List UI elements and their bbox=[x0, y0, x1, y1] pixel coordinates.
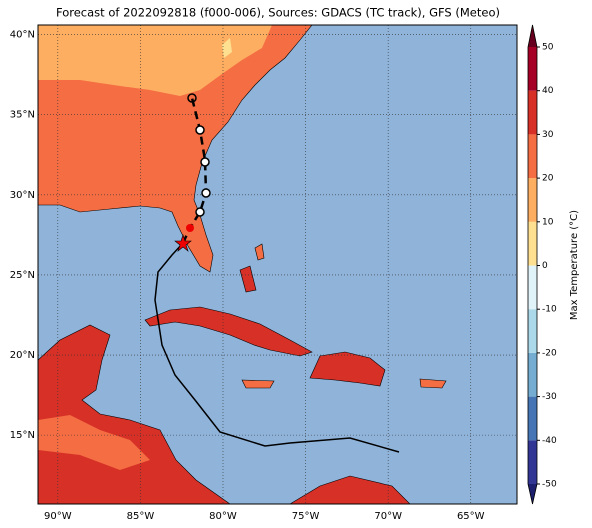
x-tick-label: 85°W bbox=[127, 511, 155, 522]
track-point bbox=[200, 157, 210, 167]
x-tick-label: 80°W bbox=[209, 511, 237, 522]
y-tick-label: 30°N bbox=[10, 190, 35, 201]
usa bbox=[38, 25, 313, 273]
colorbar-tick-label: -20 bbox=[542, 348, 557, 358]
track-point bbox=[187, 93, 197, 103]
track-point bbox=[195, 207, 205, 217]
x-tick-label: 65°W bbox=[457, 511, 485, 522]
jamaica bbox=[241, 379, 275, 389]
current-position bbox=[174, 234, 192, 252]
south-america bbox=[289, 475, 411, 504]
colorbar-under bbox=[528, 484, 537, 504]
bahamas-2 bbox=[254, 243, 265, 261]
map-frame bbox=[37, 24, 518, 505]
colorbar-over bbox=[528, 25, 537, 47]
colorbar-tick-label: 0 bbox=[542, 261, 548, 271]
colorbar: -50 -40 -30 -20 -10 0 10 20 30 40 50 bbox=[527, 24, 557, 505]
colorbar-bin bbox=[528, 396, 537, 441]
colorbar-tick-label: 20 bbox=[542, 174, 554, 184]
colorbar-tick-label: 50 bbox=[542, 43, 554, 53]
central-america-cool bbox=[38, 415, 150, 470]
x-tick-label: 75°W bbox=[292, 511, 320, 522]
cuba bbox=[144, 306, 313, 357]
colorbar-tick-label: 30 bbox=[542, 130, 554, 140]
colorbar-label: Max Temperature (°C) bbox=[569, 210, 580, 320]
colorbar-tick-label: 40 bbox=[542, 86, 554, 96]
colorbar-tick-label: -50 bbox=[542, 480, 557, 490]
colorbar-tick-label: 10 bbox=[542, 217, 554, 227]
colorbar-bin bbox=[528, 90, 537, 135]
colorbar-bin bbox=[528, 440, 537, 484]
title: Forecast of 2022092818 (f000-006), Sourc… bbox=[56, 6, 500, 20]
x-tick-label: 90°W bbox=[44, 511, 72, 522]
y-tick-label: 25°N bbox=[10, 270, 35, 281]
x-tick-label: 70°W bbox=[374, 511, 402, 522]
map bbox=[37, 24, 518, 505]
colorbar-bin bbox=[528, 134, 537, 179]
colorbar-bin bbox=[528, 265, 537, 310]
track-point bbox=[195, 125, 205, 135]
warm-region bbox=[38, 25, 272, 96]
y-tick-label: 15°N bbox=[10, 430, 35, 441]
colorbar-tick-label: -10 bbox=[542, 305, 557, 315]
colorbar-bin bbox=[528, 47, 537, 91]
colorbar-bin bbox=[528, 178, 537, 222]
colorbar-tick-label: -30 bbox=[542, 392, 557, 402]
observed-track bbox=[154, 242, 400, 453]
grid bbox=[38, 25, 517, 504]
y-tick-label: 20°N bbox=[10, 350, 35, 361]
bahamas bbox=[239, 265, 257, 293]
colorbar-tick-label: -40 bbox=[542, 436, 557, 446]
colorbar-bin bbox=[528, 352, 537, 397]
hispaniola bbox=[309, 351, 386, 387]
y-tick-label: 40°N bbox=[10, 30, 35, 41]
central-america bbox=[38, 324, 231, 504]
colorbar-bin bbox=[528, 221, 537, 266]
puerto-rico bbox=[419, 378, 447, 389]
y-tick-label: 35°N bbox=[10, 110, 35, 121]
colorbar-bin bbox=[528, 309, 537, 353]
track-point bbox=[201, 188, 211, 198]
track-point bbox=[186, 224, 194, 232]
cool-spot bbox=[222, 38, 232, 58]
